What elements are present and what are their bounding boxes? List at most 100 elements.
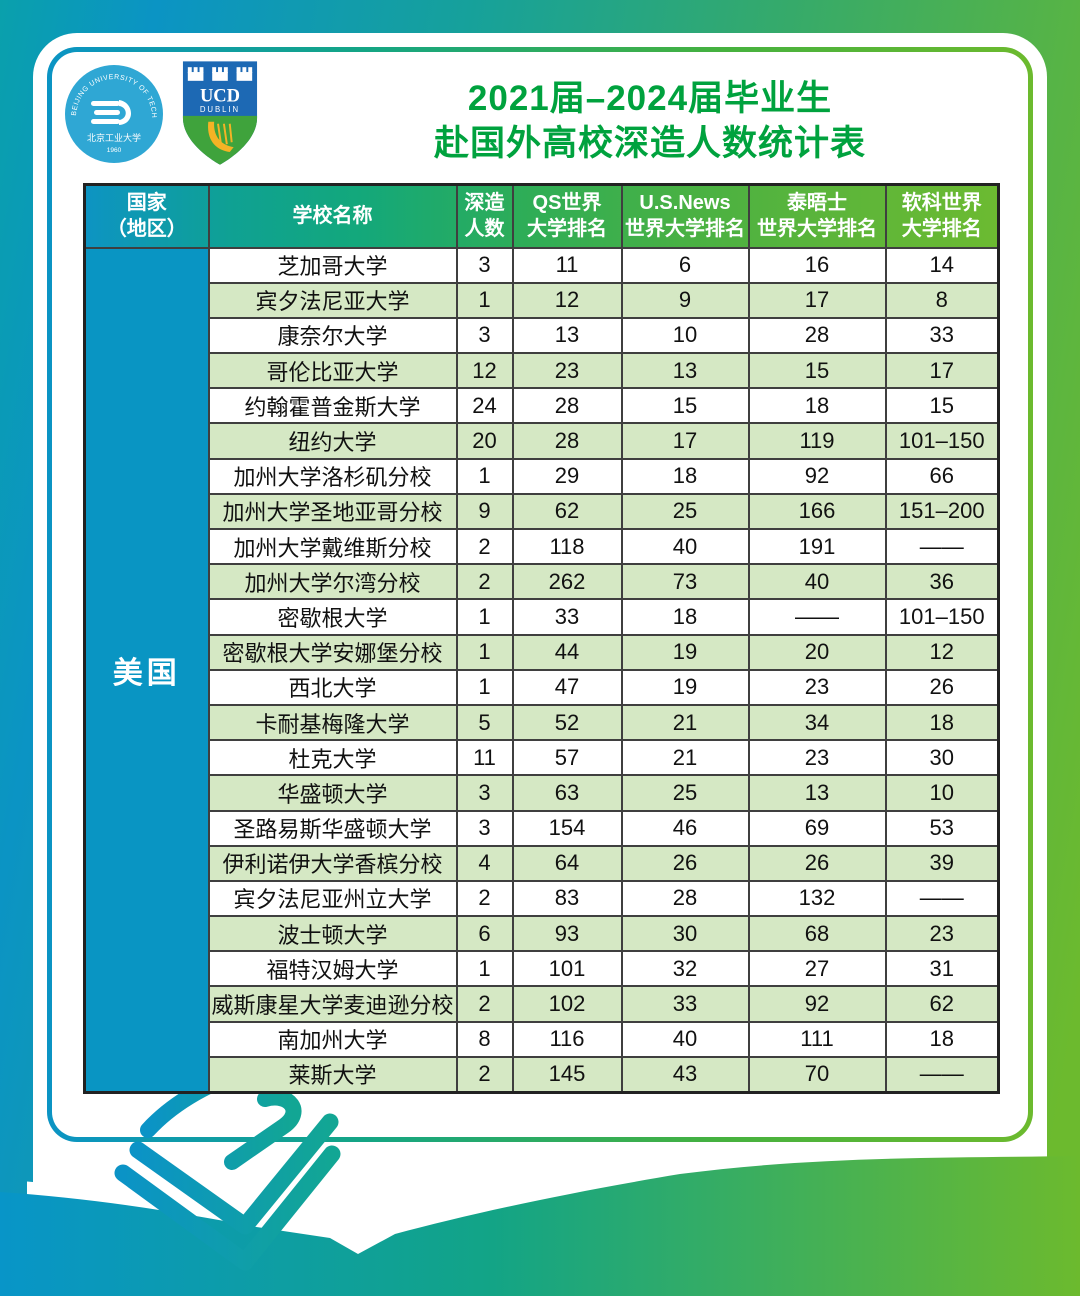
usnews-rank-cell: 10 — [620, 316, 750, 355]
school-cell: 密歇根大学安娜堡分校 — [207, 633, 458, 671]
usnews-rank-cell: 15 — [620, 387, 750, 425]
column-header-0: 国家 （地区） — [83, 183, 210, 249]
bjut-logo: BEIJING UNIVERSITY OF TECHNOLOGY 北京工业大学 … — [64, 64, 163, 163]
ruanke-rank-cell: 101–150 — [884, 598, 1000, 636]
ruanke-rank-cell: —— — [884, 879, 1000, 918]
column-header-line2: 人数 — [464, 218, 505, 241]
table-row: 纽约大学 20 28 17 119 101–150 — [85, 422, 1000, 460]
school-cell: 加州大学洛杉矶分校 — [207, 457, 458, 495]
usnews-rank-cell: 18 — [620, 457, 750, 495]
page-title-line1: 2021届–2024届毕业生 — [467, 79, 833, 118]
qs-rank-cell: 262 — [511, 563, 623, 601]
qs-rank-cell: 23 — [511, 352, 623, 390]
ucd-castles-icon — [187, 67, 253, 81]
school-cell: 福特汉姆大学 — [207, 950, 458, 988]
school-cell: 圣路易斯华盛顿大学 — [207, 809, 458, 847]
bjut-year: 1960 — [107, 147, 122, 154]
table-row: 卡耐基梅隆大学 5 52 21 34 18 — [85, 703, 1000, 742]
usnews-rank-cell: 13 — [620, 352, 750, 390]
school-cell: 哥伦比亚大学 — [207, 352, 458, 390]
count-cell: 1 — [455, 457, 514, 495]
usnews-rank-cell: 43 — [620, 1055, 750, 1094]
column-header-6: 软科世界 大学排名 — [884, 183, 1000, 249]
school-cell: 南加州大学 — [207, 1020, 458, 1058]
column-header-line2: 世界大学排名 — [757, 218, 877, 241]
times-rank-cell: 92 — [747, 457, 887, 495]
count-cell: 2 — [455, 879, 514, 918]
school-cell: 卡耐基梅隆大学 — [207, 703, 458, 742]
qs-rank-cell: 101 — [511, 950, 623, 988]
table-row: 波士顿大学 6 93 30 68 23 — [85, 915, 1000, 953]
table-row: 哥伦比亚大学 12 23 13 15 17 — [85, 352, 1000, 390]
qs-rank-cell: 11 — [511, 246, 623, 284]
usnews-rank-cell: 21 — [620, 739, 750, 777]
usnews-rank-cell: 30 — [620, 915, 750, 953]
count-cell: 20 — [455, 422, 514, 460]
bjut-book-glyph — [91, 100, 132, 125]
times-rank-cell: 20 — [747, 633, 887, 671]
qs-rank-cell: 93 — [511, 915, 623, 953]
times-rank-cell: 26 — [747, 844, 887, 882]
usnews-rank-cell: 25 — [620, 774, 750, 812]
ruanke-rank-cell: 53 — [884, 809, 1000, 847]
count-cell: 2 — [455, 527, 514, 566]
qs-rank-cell: 154 — [511, 809, 623, 847]
qs-rank-cell: 28 — [511, 387, 623, 425]
school-cell: 加州大学戴维斯分校 — [207, 527, 458, 566]
times-rank-cell: 27 — [747, 950, 887, 988]
count-cell: 8 — [455, 1020, 514, 1058]
ruanke-rank-cell: 30 — [884, 739, 1000, 777]
times-rank-cell: 92 — [747, 985, 887, 1023]
ruanke-rank-cell: 10 — [884, 774, 1000, 812]
table-row: 华盛顿大学 3 63 25 13 10 — [85, 774, 1000, 812]
usnews-rank-cell: 46 — [620, 809, 750, 847]
times-rank-cell: 69 — [747, 809, 887, 847]
times-rank-cell: 23 — [747, 668, 887, 706]
times-rank-cell: 40 — [747, 563, 887, 601]
school-cell: 宾夕法尼亚州立大学 — [207, 879, 458, 918]
table-row: 加州大学圣地亚哥分校 9 62 25 166 151–200 — [85, 492, 1000, 531]
school-cell: 莱斯大学 — [207, 1055, 458, 1094]
count-cell: 1 — [455, 633, 514, 671]
school-cell: 加州大学圣地亚哥分校 — [207, 492, 458, 531]
usnews-rank-cell: 33 — [620, 985, 750, 1023]
school-cell: 芝加哥大学 — [207, 246, 458, 284]
table-row: 密歇根大学 1 33 18 —— 101–150 — [85, 598, 1000, 636]
times-rank-cell: 166 — [747, 492, 887, 531]
column-header-line2: 大学排名 — [527, 218, 607, 241]
count-cell: 9 — [455, 492, 514, 531]
qs-rank-cell: 118 — [511, 527, 623, 566]
usnews-rank-cell: 19 — [620, 668, 750, 706]
usnews-rank-cell: 9 — [620, 281, 750, 319]
usnews-rank-cell: 6 — [620, 246, 750, 284]
usnews-rank-cell: 26 — [620, 844, 750, 882]
count-cell: 1 — [455, 598, 514, 636]
country-cell: 美国 — [83, 246, 210, 1093]
school-cell: 约翰霍普金斯大学 — [207, 387, 458, 425]
table-row: 圣路易斯华盛顿大学 3 154 46 69 53 — [85, 809, 1000, 847]
table-row: 康奈尔大学 3 13 10 28 33 — [85, 316, 1000, 355]
ucd-harp-icon — [208, 121, 234, 152]
times-rank-cell: 17 — [747, 281, 887, 319]
count-cell: 12 — [455, 352, 514, 390]
column-header-line1: QS世界 — [532, 192, 602, 215]
column-header-line1: U.S.News — [639, 192, 731, 215]
column-header-line1: 软科世界 — [901, 192, 982, 215]
usnews-rank-cell: 28 — [620, 879, 750, 918]
column-header-4: U.S.News 世界大学排名 — [620, 183, 750, 249]
school-cell: 纽约大学 — [207, 422, 458, 460]
ruanke-rank-cell: —— — [884, 1055, 1000, 1094]
school-cell: 西北大学 — [207, 668, 458, 706]
times-rank-cell: 23 — [747, 739, 887, 777]
table-row: 美国 芝加哥大学 3 11 6 16 14 — [83, 246, 1000, 1093]
qs-rank-cell: 52 — [511, 703, 623, 742]
ruanke-rank-cell: 8 — [884, 281, 1000, 319]
times-rank-cell: 68 — [747, 915, 887, 953]
count-cell: 3 — [455, 246, 514, 284]
count-cell: 4 — [455, 844, 514, 882]
count-cell: 1 — [455, 950, 514, 988]
school-cell: 密歇根大学 — [207, 598, 458, 636]
count-cell: 2 — [455, 985, 514, 1023]
header-row: 国家 （地区） 学校名称 深造 人数 QS世界 大学排名 U.S.News 世界大学排名 泰晤士世… — [83, 183, 1000, 249]
ruanke-rank-cell: 18 — [884, 703, 1000, 742]
